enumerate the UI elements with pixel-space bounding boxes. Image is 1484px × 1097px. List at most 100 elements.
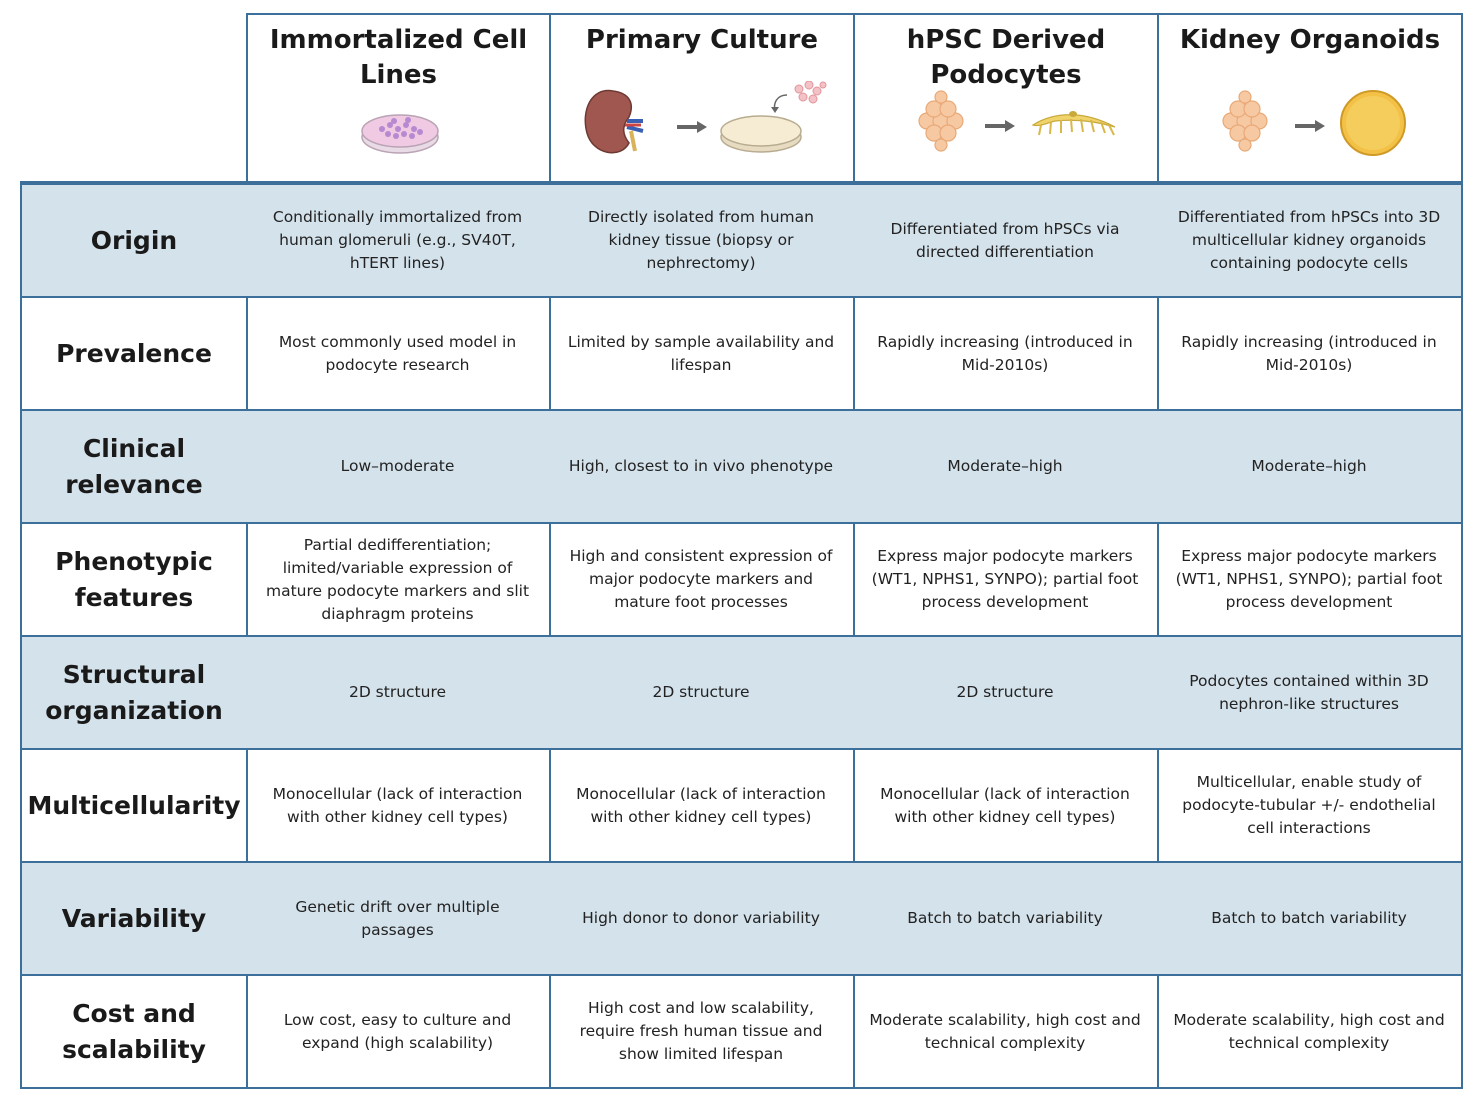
table-cell: Moderate scalability, high cost and techn… bbox=[853, 976, 1159, 1089]
row-label: Structural organization bbox=[20, 637, 248, 750]
cell-text-line: Limited by sample availability and bbox=[567, 332, 835, 351]
table-row: Prevalence Most commonly used model in pod… bbox=[20, 298, 1463, 411]
table-cell: High, closest to in vivo phenotype bbox=[549, 411, 855, 524]
row-label-line: Origin bbox=[90, 225, 178, 255]
row-label: Cost and scalability bbox=[20, 976, 248, 1089]
column-title-line: Lines bbox=[359, 60, 438, 90]
table-row: Cost and scalability Low cost, easy to cul… bbox=[20, 976, 1463, 1089]
column-header-primary-culture: Primary Culture bbox=[549, 13, 855, 181]
cell-text-line: Directly isolated from human bbox=[588, 208, 814, 226]
cell-text-line: with other kidney cell types) bbox=[287, 807, 508, 826]
cell-text-line: technical complexity bbox=[1228, 1033, 1390, 1052]
row-label-line: Cost and bbox=[72, 998, 196, 1028]
cell-text-line: Moderate scalability, high cost and bbox=[1173, 1010, 1445, 1029]
cell-text-line: Differentiated from hPSCs via bbox=[890, 219, 1120, 238]
table-cell: Batch to batch variability bbox=[1157, 863, 1463, 976]
cell-text-line: Multicellular, enable study of bbox=[1196, 773, 1422, 791]
table-cell: 2D structure bbox=[853, 637, 1159, 750]
table-cell: Monocellular (lack of interaction with ot… bbox=[549, 750, 855, 863]
cell-text-line: mature foot processes bbox=[614, 593, 788, 611]
cell-text-line: cell interactions bbox=[1247, 819, 1371, 837]
table-cell: Differentiated from hPSCs via directed di… bbox=[853, 185, 1159, 298]
cell-text-line: High, closest to in vivo phenotype bbox=[568, 457, 834, 475]
row-label: Prevalence bbox=[20, 298, 248, 411]
table-cell: 2D structure bbox=[549, 637, 855, 750]
cell-text-line: containing podocyte cells bbox=[1209, 254, 1409, 272]
cell-text-line: lifespan bbox=[670, 355, 732, 374]
cell-text-line: hTERT lines) bbox=[349, 254, 446, 272]
column-title-line: Immortalized Cell bbox=[269, 25, 528, 55]
cell-text-line: Batch to batch variability bbox=[907, 909, 1103, 927]
table-cell: Partial dedifferentiation; limited/variab… bbox=[246, 524, 551, 637]
table-cell: Most commonly used model in podocyte rese… bbox=[246, 298, 551, 411]
row-label: Phenotypic features bbox=[20, 524, 248, 637]
cell-text-line: High and consistent expression of bbox=[569, 547, 833, 565]
cell-text-line: Low cost, easy to culture and bbox=[283, 1010, 512, 1029]
cell-text-line: kidney tissue (biopsy or bbox=[608, 231, 794, 249]
cell-text-line: Low–moderate bbox=[340, 457, 455, 475]
table-cell: High donor to donor variability bbox=[549, 863, 855, 976]
column-header-hpsc-podocytes: hPSC Derived Podocytes bbox=[853, 13, 1159, 181]
table-cell: 2D structure bbox=[246, 637, 551, 750]
row-label-line: relevance bbox=[65, 469, 203, 499]
table-cell: Monocellular (lack of interaction with ot… bbox=[853, 750, 1159, 863]
cell-text-line: Differentiated from hPSCs into 3D bbox=[1177, 208, 1441, 226]
cell-text-line: process development bbox=[921, 593, 1089, 611]
cell-text-line: Express major podocyte markers bbox=[877, 547, 1133, 565]
petri-dish-purple-cells-icon bbox=[248, 81, 549, 161]
cell-text-line: Express major podocyte markers bbox=[1181, 547, 1437, 565]
column-title-line: Kidney Organoids bbox=[1179, 25, 1441, 55]
cell-text-line: mature podocyte markers and slit bbox=[265, 581, 530, 600]
row-label: Variability bbox=[20, 863, 248, 976]
row-label: Clinical relevance bbox=[20, 411, 248, 524]
cell-text-line: 2D structure bbox=[652, 683, 750, 701]
cell-text-line: Moderate–high bbox=[1251, 457, 1367, 475]
cell-text-line: Mid-2010s) bbox=[1265, 355, 1353, 374]
row-label-line: Multicellularity bbox=[27, 790, 241, 820]
cell-text-line: passages bbox=[361, 920, 434, 939]
table-cell: Moderate scalability, high cost and techn… bbox=[1157, 976, 1463, 1089]
cell-text-line: podocyte-tubular +/- endothelial bbox=[1182, 796, 1436, 814]
table-cell: Directly isolated from human kidney tissu… bbox=[549, 185, 855, 298]
cell-text-line: nephrectomy) bbox=[646, 254, 756, 272]
column-header-immortalized: Immortalized Cell Lines bbox=[246, 13, 551, 181]
row-label-line: Clinical bbox=[82, 433, 186, 463]
cell-text-line: directed differentiation bbox=[916, 242, 1094, 261]
cell-text-line: High cost and low scalability, bbox=[588, 999, 814, 1017]
cell-text-line: Monocellular (lack of interaction bbox=[880, 784, 1130, 803]
table-cell: Express major podocyte markers (WT1, NPHS… bbox=[853, 524, 1159, 637]
table-cell: Limited by sample availability and lifesp… bbox=[549, 298, 855, 411]
cell-text-line: Monocellular (lack of interaction bbox=[272, 784, 523, 803]
table-cell: Monocellular (lack of interaction with ot… bbox=[246, 750, 551, 863]
table-row: Multicellularity Monocellular (lack of in… bbox=[20, 750, 1463, 863]
table-cell: Low–moderate bbox=[246, 411, 551, 524]
table-cell: Batch to batch variability bbox=[853, 863, 1159, 976]
table-cell: Rapidly increasing (introduced in Mid-201… bbox=[853, 298, 1159, 411]
header-divider bbox=[20, 181, 1463, 185]
cell-text-line: Mid-2010s) bbox=[961, 355, 1049, 374]
table-cell: Differentiated from hPSCs into 3D multice… bbox=[1157, 185, 1463, 298]
table-cell: High cost and low scalability, require fr… bbox=[549, 976, 855, 1089]
cell-text-line: podocyte research bbox=[325, 355, 470, 374]
column-header-kidney-organoids: Kidney Organoids bbox=[1157, 13, 1463, 181]
cell-text-line: require fresh human tissue and bbox=[579, 1022, 823, 1040]
table-cell: Express major podocyte markers (WT1, NPHS… bbox=[1157, 524, 1463, 637]
row-label-line: Structural bbox=[62, 659, 206, 689]
row-label-line: features bbox=[74, 582, 194, 612]
cell-text-line: human glomeruli (e.g., SV40T, bbox=[279, 231, 516, 249]
table-row: Structural organization 2D structure 2D str… bbox=[20, 637, 1463, 750]
table-cell: Rapidly increasing (introduced in Mid-201… bbox=[1157, 298, 1463, 411]
cell-text-line: with other kidney cell types) bbox=[590, 807, 812, 826]
table-row: Origin Conditionally immortalized from hum… bbox=[20, 185, 1463, 298]
cell-text-line: process development bbox=[1225, 593, 1393, 611]
cell-text-line: technical complexity bbox=[924, 1033, 1086, 1052]
table-cell: Multicellular, enable study of podocyte-t… bbox=[1157, 750, 1463, 863]
table-row: Variability Genetic drift over multiple pa… bbox=[20, 863, 1463, 976]
row-label: Origin bbox=[20, 185, 248, 298]
stem-cells-to-podocyte-icon bbox=[855, 81, 1157, 161]
row-label-line: Phenotypic bbox=[55, 546, 213, 576]
cell-text-line: Moderate scalability, high cost and bbox=[869, 1010, 1141, 1029]
row-label: Multicellularity bbox=[20, 750, 248, 863]
cell-text-line: High donor to donor variability bbox=[582, 909, 820, 927]
row-label-line: scalability bbox=[62, 1034, 206, 1064]
